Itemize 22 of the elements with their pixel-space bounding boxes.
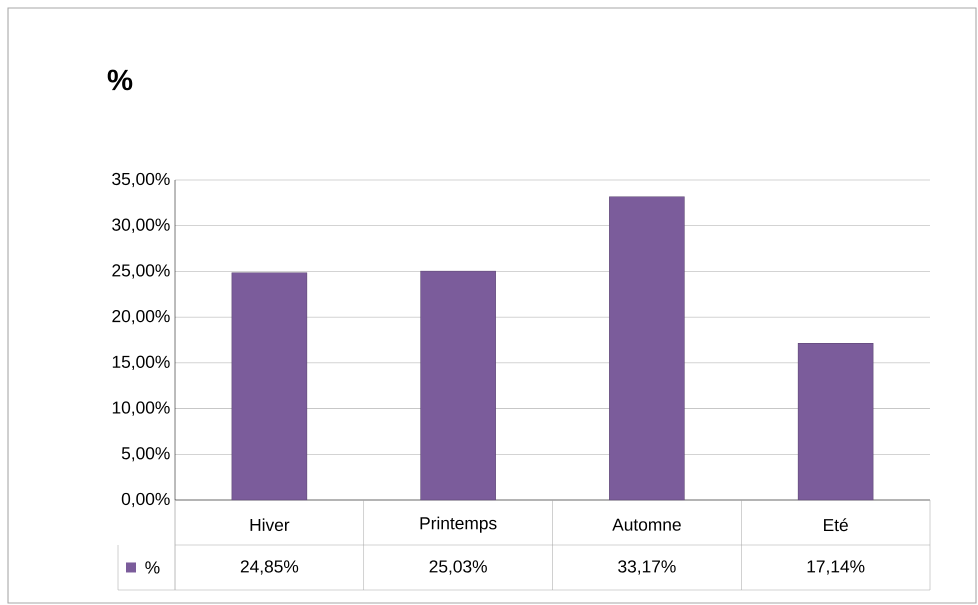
chart-title: % [108, 70, 132, 90]
y-tick-label: 30,00% [112, 218, 170, 233]
x-tick-label: Printemps [420, 516, 497, 533]
y-tick-label: 20,00% [112, 310, 170, 324]
y-tick-label: 0,00% [122, 492, 170, 508]
y-tick-label: 35,00% [112, 172, 170, 188]
bar [798, 343, 874, 500]
data-label: 17,14% [808, 560, 864, 575]
data-label: 24,85% [240, 560, 298, 575]
data-label: 25,03% [430, 560, 487, 575]
legend-label: % [145, 561, 160, 574]
x-tick-label: Automne [612, 518, 681, 531]
data-label: 33,17% [618, 560, 676, 575]
bar [420, 270, 496, 500]
bar [232, 272, 308, 500]
y-tick-label: 25,00% [112, 264, 170, 279]
x-tick-label: Hiver [250, 518, 290, 532]
y-tick-label: 10,00% [112, 401, 170, 416]
y-tick-label: 5,00% [122, 447, 170, 462]
x-tick-label: Eté [824, 518, 848, 532]
y-tick-label: 15,00% [112, 356, 170, 370]
bar [609, 196, 685, 500]
